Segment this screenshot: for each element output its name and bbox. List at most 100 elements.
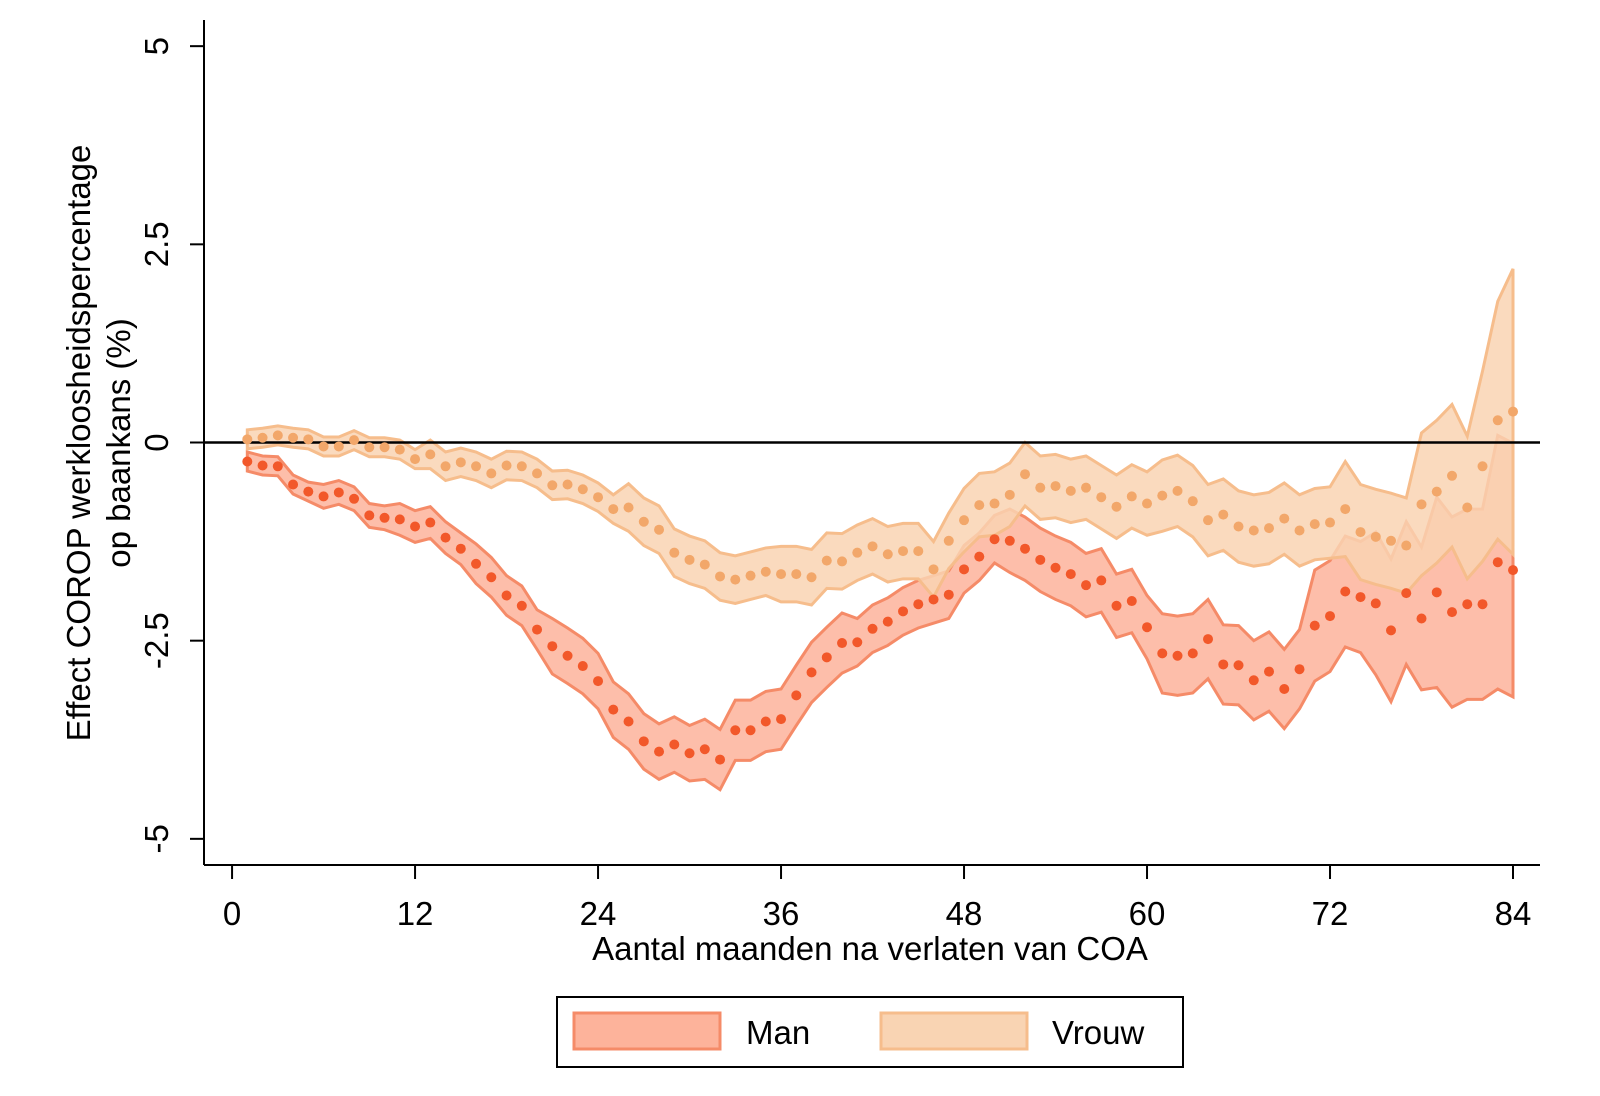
point: [989, 498, 1000, 509]
point: [486, 468, 497, 479]
y-tick-label: -5: [138, 824, 175, 853]
x-tick-label: 0: [223, 895, 241, 932]
point: [593, 676, 604, 687]
point: [1065, 485, 1076, 496]
point: [303, 434, 314, 445]
point: [425, 517, 436, 528]
point: [1386, 625, 1397, 636]
legend-box: [556, 996, 1184, 1068]
point: [943, 589, 954, 600]
point: [730, 574, 741, 585]
point: [1416, 499, 1427, 510]
point: [562, 479, 573, 490]
point: [959, 564, 970, 575]
point: [776, 569, 787, 580]
point: [394, 514, 405, 525]
point: [440, 532, 451, 543]
point: [1172, 650, 1183, 661]
legend-swatch: [572, 1011, 722, 1051]
point: [425, 449, 436, 460]
y-tick-label: 2.5: [138, 221, 175, 267]
point: [1416, 613, 1427, 624]
point: [608, 504, 619, 515]
point: [1157, 490, 1168, 501]
point: [1172, 485, 1183, 496]
point: [593, 492, 604, 503]
point: [501, 460, 512, 471]
point: [562, 650, 573, 661]
confidence-band: [245, 433, 1515, 792]
point: [1050, 481, 1061, 492]
point: [272, 461, 283, 472]
point: [532, 624, 543, 635]
point: [257, 432, 268, 443]
point: [1050, 562, 1061, 573]
point: [1218, 659, 1229, 670]
point: [821, 652, 832, 663]
point: [364, 442, 375, 453]
point: [379, 512, 390, 523]
point: [898, 546, 909, 557]
point: [1401, 588, 1412, 599]
x-axis-title: Aantal maanden na verlaten van COA: [592, 930, 1148, 967]
point: [1065, 569, 1076, 580]
point: [318, 491, 329, 502]
point: [1203, 515, 1214, 526]
point: [715, 571, 726, 582]
point: [1203, 634, 1214, 645]
point: [455, 457, 466, 468]
point: [974, 551, 985, 562]
point: [837, 638, 848, 649]
point: [1264, 523, 1275, 534]
point: [1035, 482, 1046, 493]
point: [699, 559, 710, 570]
y-tick-label: 0: [138, 433, 175, 451]
point: [1020, 469, 1031, 480]
point: [974, 500, 985, 511]
point: [943, 535, 954, 546]
point: [852, 547, 863, 558]
legend-label: Vrouw: [1052, 1014, 1144, 1051]
point: [1492, 557, 1503, 568]
point: [654, 524, 665, 535]
point: [1157, 648, 1168, 659]
point: [760, 566, 771, 577]
point: [547, 480, 558, 491]
point: [913, 599, 924, 610]
point: [730, 725, 741, 736]
point: [257, 460, 268, 471]
point: [379, 442, 390, 453]
confidence-band: [245, 268, 1515, 607]
point: [1035, 554, 1046, 565]
y-tick-label: -2.5: [138, 612, 175, 669]
point: [1355, 592, 1366, 603]
point: [1187, 496, 1198, 507]
point: [791, 569, 802, 580]
point: [242, 456, 253, 467]
point: [1508, 565, 1519, 576]
point: [303, 486, 314, 497]
point: [608, 704, 619, 715]
y-tick-label: 5: [138, 37, 175, 55]
point: [1447, 470, 1458, 481]
point: [516, 600, 527, 611]
point: [1508, 406, 1519, 417]
point: [882, 616, 893, 627]
point: [699, 744, 710, 755]
point: [745, 725, 756, 736]
point: [1111, 501, 1122, 512]
point: [1126, 596, 1137, 607]
point: [852, 637, 863, 648]
point: [1218, 509, 1229, 520]
point: [1309, 620, 1320, 631]
x-tick-label: 12: [397, 895, 434, 932]
point: [486, 572, 497, 583]
x-tick-label: 24: [580, 895, 617, 932]
point: [623, 716, 634, 727]
point: [333, 487, 344, 498]
point: [364, 510, 375, 521]
point: [410, 454, 421, 465]
point: [1340, 586, 1351, 597]
point: [1142, 498, 1153, 509]
legend-label: Man: [746, 1014, 810, 1051]
